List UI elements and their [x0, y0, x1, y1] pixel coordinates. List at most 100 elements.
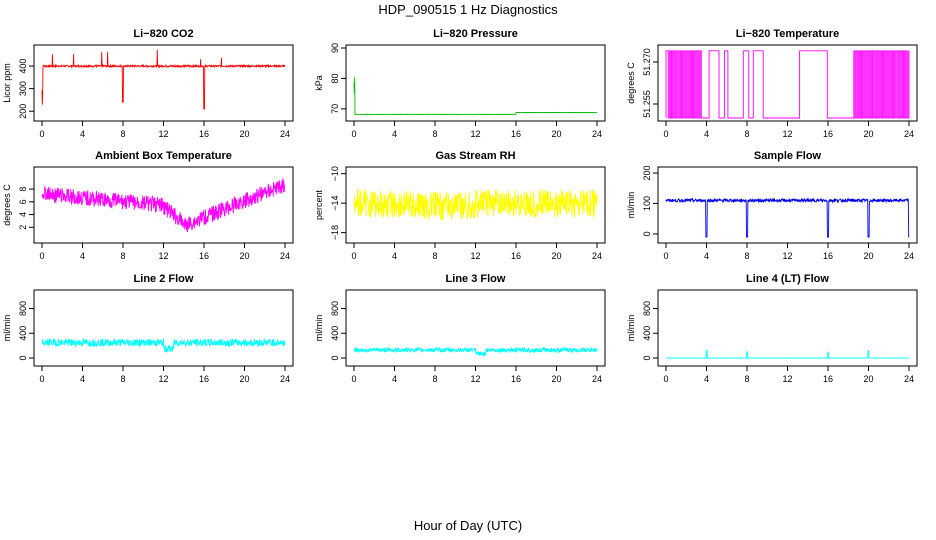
panel-5: Gas Stream RH 0 4 8 12 16 20 24 −18 −14 −10 percent: [314, 150, 606, 261]
x-tick-label: 4: [392, 251, 397, 261]
plot-frame: [657, 166, 918, 244]
y-tick-label: 400: [18, 59, 28, 74]
x-tick-label: 24: [592, 251, 602, 261]
y-axis-label: ml/min: [2, 315, 12, 342]
series-line-6: [665, 197, 910, 238]
y-tick-label: 2: [18, 225, 28, 230]
panel-title: Li−820 Temperature: [736, 28, 839, 40]
y-tick-label: 4: [18, 212, 28, 217]
x-tick-label: 16: [511, 374, 521, 384]
x-tick-label: 8: [744, 129, 749, 139]
x-tick-label: 24: [280, 251, 290, 261]
y-tick-label: 400: [330, 326, 340, 341]
figure-xlabel: Hour of Day (UTC): [413, 518, 523, 533]
y-axis-label: percent: [314, 189, 324, 220]
y-tick-label: 0: [642, 356, 652, 361]
x-tick-label: 20: [239, 374, 249, 384]
x-tick-label: 8: [120, 251, 125, 261]
y-tick-label: 800: [330, 301, 340, 316]
x-tick-label: 12: [470, 129, 480, 139]
x-tick-label: 0: [351, 374, 356, 384]
y-tick-label: 51.255: [642, 90, 652, 118]
x-tick-label: 20: [239, 251, 249, 261]
x-tick-label: 24: [592, 374, 602, 384]
series-line-5: [353, 188, 598, 221]
panel-9: Line 4 (LT) Flow 0 4 8 12 16 20 24 0 400 800 ml/min: [626, 273, 918, 384]
plot-frame: [345, 44, 606, 122]
panel-title: Line 3 Flow: [446, 273, 506, 285]
x-tick-label: 4: [704, 251, 709, 261]
plot-frame: [345, 289, 606, 367]
series-line-9: [665, 350, 910, 360]
panel-3: Li−820 Temperature 0 4 8 12 16 20 24 51.255 51.27…: [626, 28, 918, 139]
x-tick-label: 8: [120, 129, 125, 139]
y-tick-label: 400: [642, 326, 652, 341]
x-tick-label: 0: [39, 374, 44, 384]
y-axis-label: ml/min: [626, 192, 636, 219]
plot-frame: [33, 44, 294, 122]
x-tick-label: 0: [351, 129, 356, 139]
y-tick-label: 400: [18, 326, 28, 341]
y-tick-label: 0: [330, 356, 340, 361]
series-line-1: [41, 49, 286, 110]
x-tick-label: 12: [782, 129, 792, 139]
panel-title: Line 4 (LT) Flow: [746, 273, 829, 285]
x-tick-label: 0: [663, 374, 668, 384]
y-tick-label: 51.270: [642, 48, 652, 76]
plot-frame: [657, 289, 918, 367]
y-axis-label: degrees C: [626, 62, 636, 104]
y-tick-label: −18: [330, 225, 340, 240]
panel-1: Li−820 CO2 0 4 8 12 16 20 24 200 300 400 Licor ppm: [2, 28, 294, 139]
y-tick-label: 0: [642, 231, 652, 236]
x-tick-label: 16: [199, 374, 209, 384]
x-tick-label: 12: [782, 374, 792, 384]
x-tick-label: 20: [239, 129, 249, 139]
x-tick-label: 4: [392, 129, 397, 139]
x-tick-label: 0: [39, 129, 44, 139]
x-tick-label: 8: [744, 374, 749, 384]
x-tick-label: 16: [511, 129, 521, 139]
panel-title: Li−820 CO2: [133, 28, 193, 40]
x-tick-label: 16: [823, 129, 833, 139]
x-tick-label: 4: [704, 129, 709, 139]
x-tick-label: 24: [904, 129, 914, 139]
plot-frame: [33, 289, 294, 367]
x-tick-label: 16: [511, 251, 521, 261]
panel-title: Gas Stream RH: [435, 150, 515, 162]
x-tick-label: 0: [351, 251, 356, 261]
x-tick-label: 0: [663, 129, 668, 139]
y-tick-label: 200: [18, 104, 28, 119]
y-tick-label: −10: [330, 166, 340, 181]
x-tick-label: 4: [80, 129, 85, 139]
x-tick-label: 24: [280, 374, 290, 384]
panel-title: Li−820 Pressure: [433, 28, 518, 40]
y-tick-label: 70: [330, 104, 340, 114]
y-axis-label: degrees C: [2, 184, 12, 226]
x-tick-label: 8: [744, 251, 749, 261]
y-tick-label: 90: [330, 43, 340, 53]
y-tick-label: 800: [18, 301, 28, 316]
y-tick-label: 0: [18, 356, 28, 361]
panel-title: Line 2 Flow: [134, 273, 194, 285]
panel-title: Ambient Box Temperature: [95, 150, 232, 162]
x-tick-label: 8: [432, 374, 437, 384]
y-tick-label: 300: [18, 81, 28, 96]
y-tick-label: 8: [18, 187, 28, 192]
x-tick-label: 16: [199, 251, 209, 261]
series-line-2: [353, 77, 598, 116]
x-tick-label: 20: [551, 129, 561, 139]
y-tick-label: 6: [18, 199, 28, 204]
x-tick-label: 20: [551, 251, 561, 261]
x-tick-label: 24: [280, 129, 290, 139]
x-tick-label: 20: [863, 129, 873, 139]
x-tick-label: 0: [39, 251, 44, 261]
x-tick-label: 20: [551, 374, 561, 384]
panel-2: Li−820 Pressure 0 4 8 12 16 20 24 70 80 90 kPa: [314, 28, 606, 139]
x-tick-label: 12: [782, 251, 792, 261]
panel-8: Line 3 Flow 0 4 8 12 16 20 24 0 400 800 ml/min: [314, 273, 606, 384]
x-tick-label: 20: [863, 374, 873, 384]
x-tick-label: 4: [704, 374, 709, 384]
